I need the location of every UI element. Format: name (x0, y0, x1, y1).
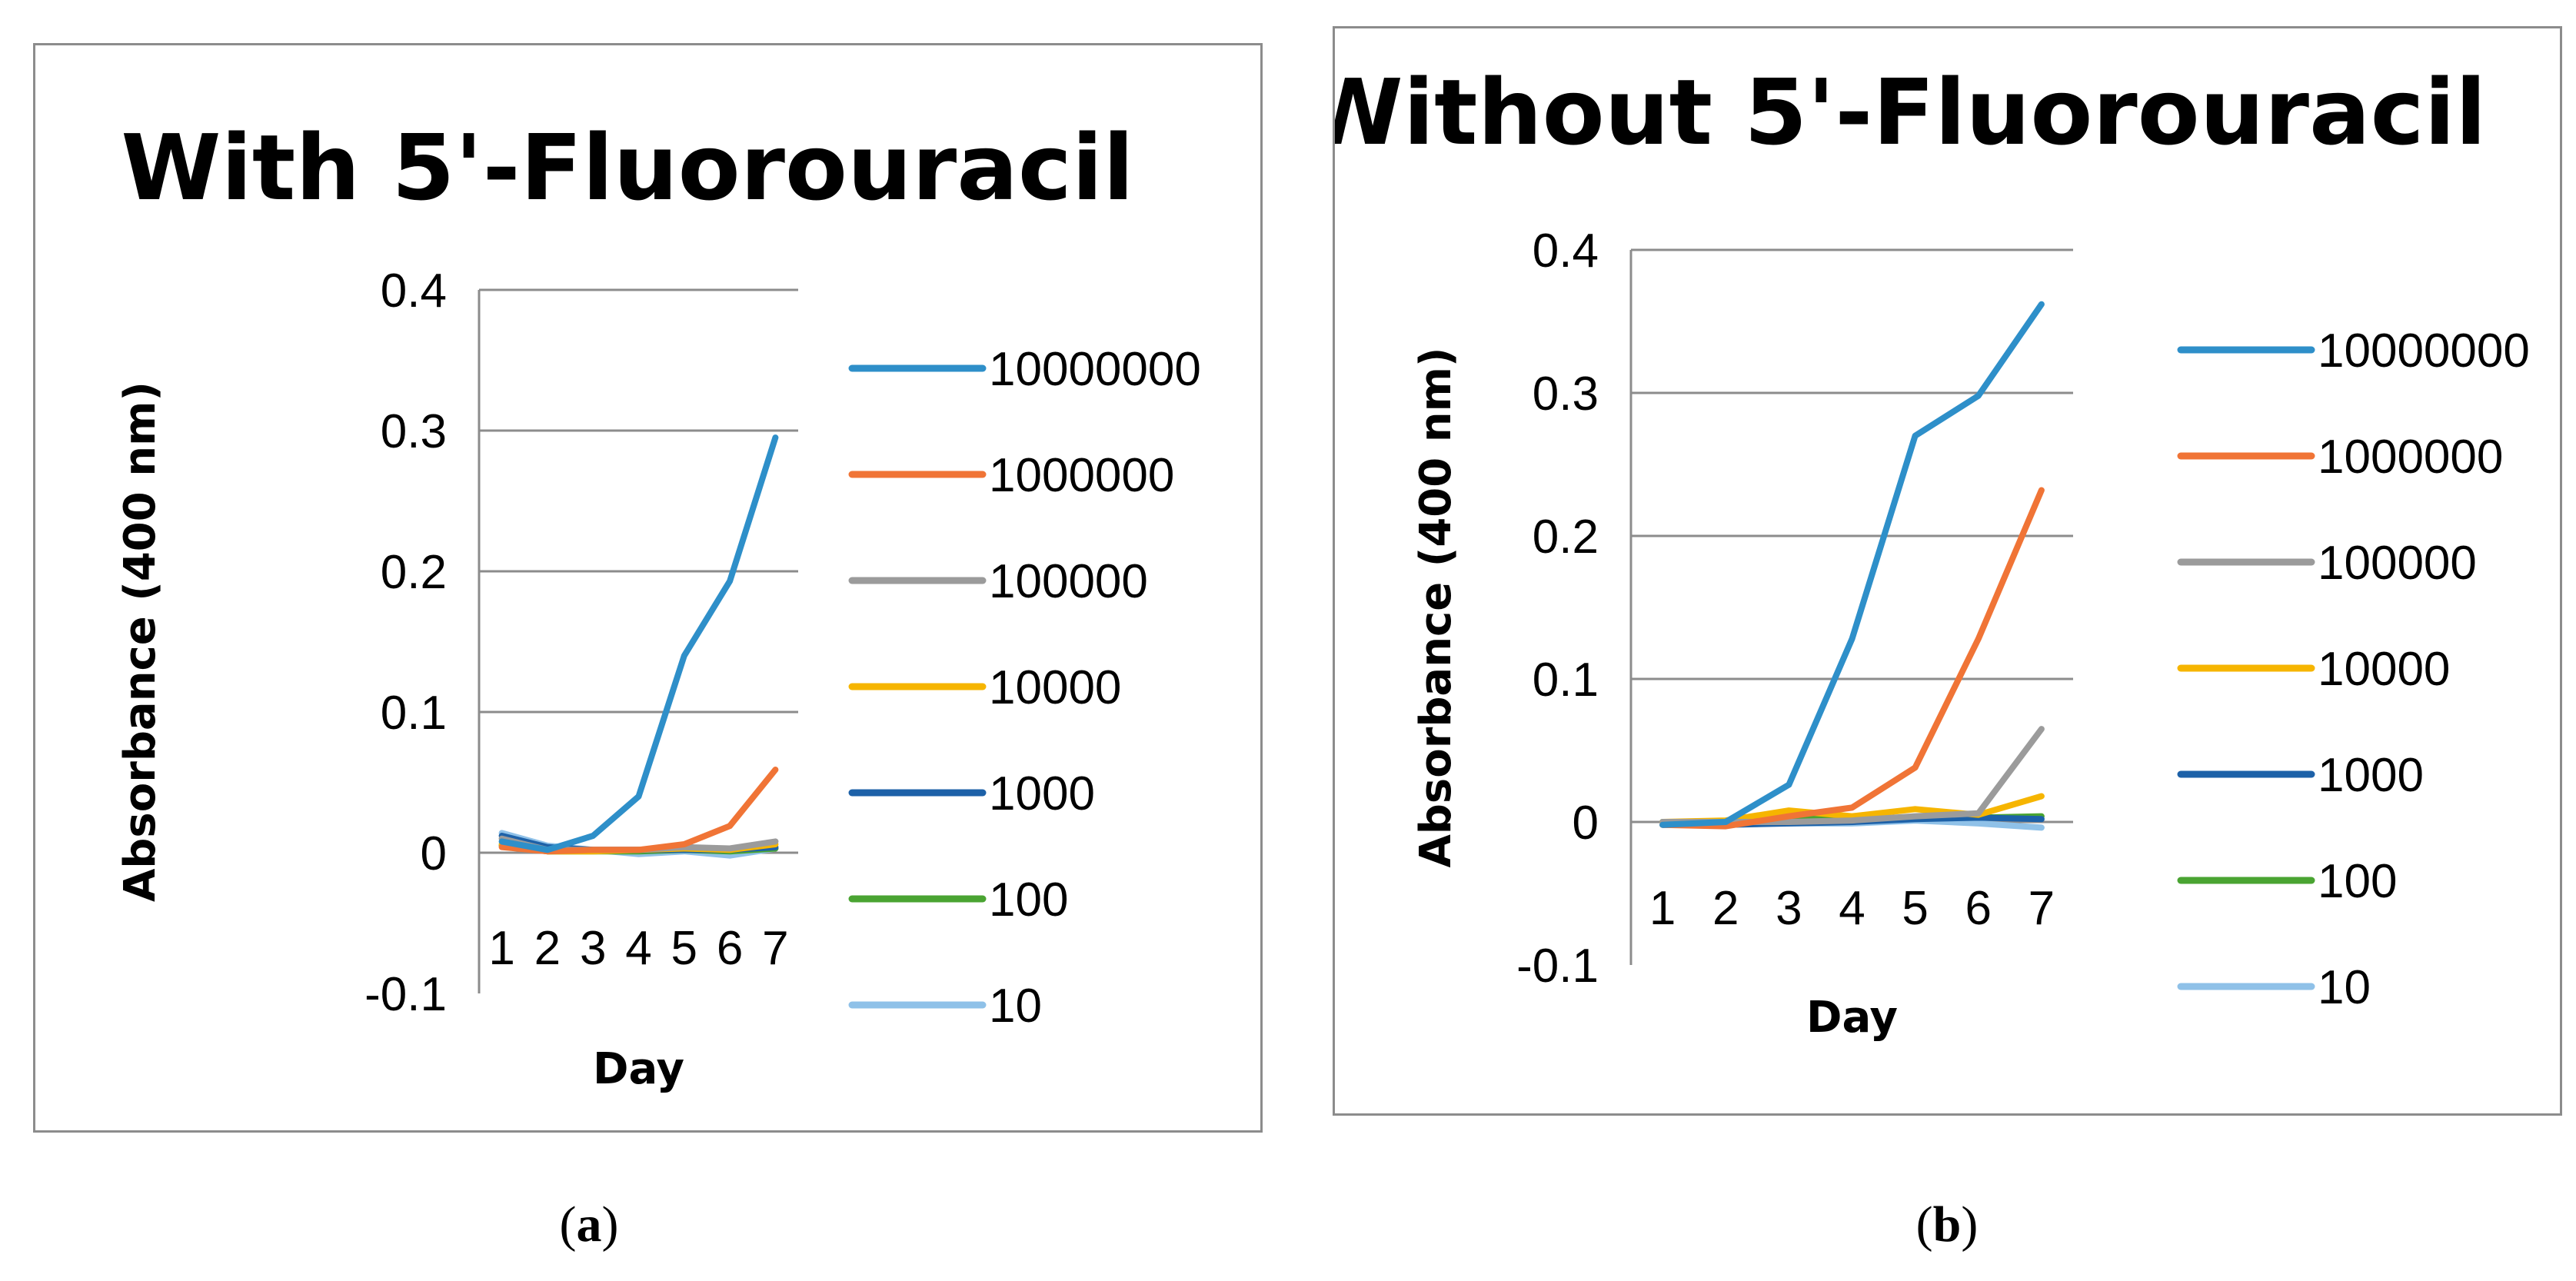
series-line-10000000 (1659, 301, 2045, 828)
caption-letter: b (1932, 1196, 1962, 1253)
y-tick-label: 0.3 (1533, 368, 1599, 421)
series-line-10000000 (498, 434, 779, 853)
chart-plot-with-fluorouracil: With 5'-Fluorouracil -0.1 0 0.1 0.2 0.3 0.4 1 2 3… (115, 115, 1201, 1094)
x-tick-label: 1 (488, 922, 514, 975)
y-tick-label: 0.2 (381, 546, 447, 599)
caption-close-paren: ) (601, 1196, 619, 1253)
x-axis-title: Day (1806, 993, 1898, 1043)
chart-panel-without-fluorouracil: Without 5'-Fluorouracil -0.1 0 0.1 0.2 0.3 0.4… (1333, 26, 2562, 1116)
x-tick-label: 1 (1649, 882, 1676, 935)
y-tick-label: 0.3 (381, 405, 447, 458)
x-tick-label: 7 (2029, 882, 2055, 935)
x-tick-label: 5 (671, 922, 697, 975)
legend-label: 100 (989, 873, 1068, 927)
legend-label: 10 (989, 980, 1042, 1033)
caption-letter: a (576, 1196, 602, 1253)
legend-label: 10000 (2318, 643, 2450, 696)
legend-label: 100 (2318, 855, 2397, 908)
y-axis-title: Absorbance (400 nm) (1411, 347, 1461, 867)
y-tick-label: 0.2 (1533, 511, 1599, 564)
x-tick-label: 6 (1965, 882, 1992, 935)
chart-plot-without-fluorouracil: Without 5'-Fluorouracil -0.1 0 0.1 0.2 0.3 0.4… (1335, 59, 2530, 1043)
series-line-1000000 (1659, 487, 2045, 830)
x-tick-label: 2 (534, 922, 561, 975)
legend-label: 10 (2318, 961, 2371, 1014)
legend-label: 10000000 (2318, 324, 2530, 378)
chart-panel-with-fluorouracil: With 5'-Fluorouracil -0.1 0 0.1 0.2 0.3 0.4 1 2 3… (33, 43, 1263, 1133)
caption-open-paren: ( (559, 1196, 577, 1253)
legend-label: 10000 (989, 661, 1121, 714)
y-tick-label: 0.1 (1533, 654, 1599, 707)
chart-title: Without 5'-Fluorouracil (1335, 59, 2486, 165)
caption-open-paren: ( (1915, 1196, 1933, 1253)
x-tick-label: 4 (1839, 882, 1865, 935)
y-tick-label: 0 (421, 827, 447, 880)
legend-label: 100000 (989, 555, 1148, 608)
x-tick-label: 4 (625, 922, 651, 975)
x-tick-label: 3 (580, 922, 606, 975)
x-tick-label: 5 (1902, 882, 1928, 935)
x-tick-label: 3 (1776, 882, 1802, 935)
panel-caption-a: (a) (512, 1196, 666, 1254)
y-tick-label: 0.1 (381, 687, 447, 740)
legend-label: 100000 (2318, 537, 2477, 590)
x-tick-label: 7 (762, 922, 788, 975)
chart-title: With 5'-Fluorouracil (121, 115, 1133, 221)
legend-label: 1000 (2318, 749, 2424, 802)
x-tick-label: 6 (717, 922, 743, 975)
legend-label: 10000000 (989, 343, 1201, 396)
y-tick-label: 0 (1573, 797, 1599, 850)
x-tick-label: 2 (1712, 882, 1739, 935)
legend-label: 1000000 (2318, 431, 2503, 484)
legend-label: 1000000 (989, 449, 1174, 502)
panel-caption-b: (b) (1870, 1196, 2024, 1254)
caption-close-paren: ) (1961, 1196, 1979, 1253)
y-axis-title: Absorbance (400 nm) (115, 381, 165, 902)
y-tick-label: 0.4 (1533, 225, 1599, 278)
y-tick-label: 0.4 (381, 265, 447, 318)
y-tick-label: -0.1 (364, 968, 447, 1021)
series-line-1000000 (498, 767, 779, 855)
legend-label: 1000 (989, 767, 1095, 820)
x-axis-title: Day (593, 1044, 684, 1094)
y-tick-label: -0.1 (1516, 940, 1599, 993)
